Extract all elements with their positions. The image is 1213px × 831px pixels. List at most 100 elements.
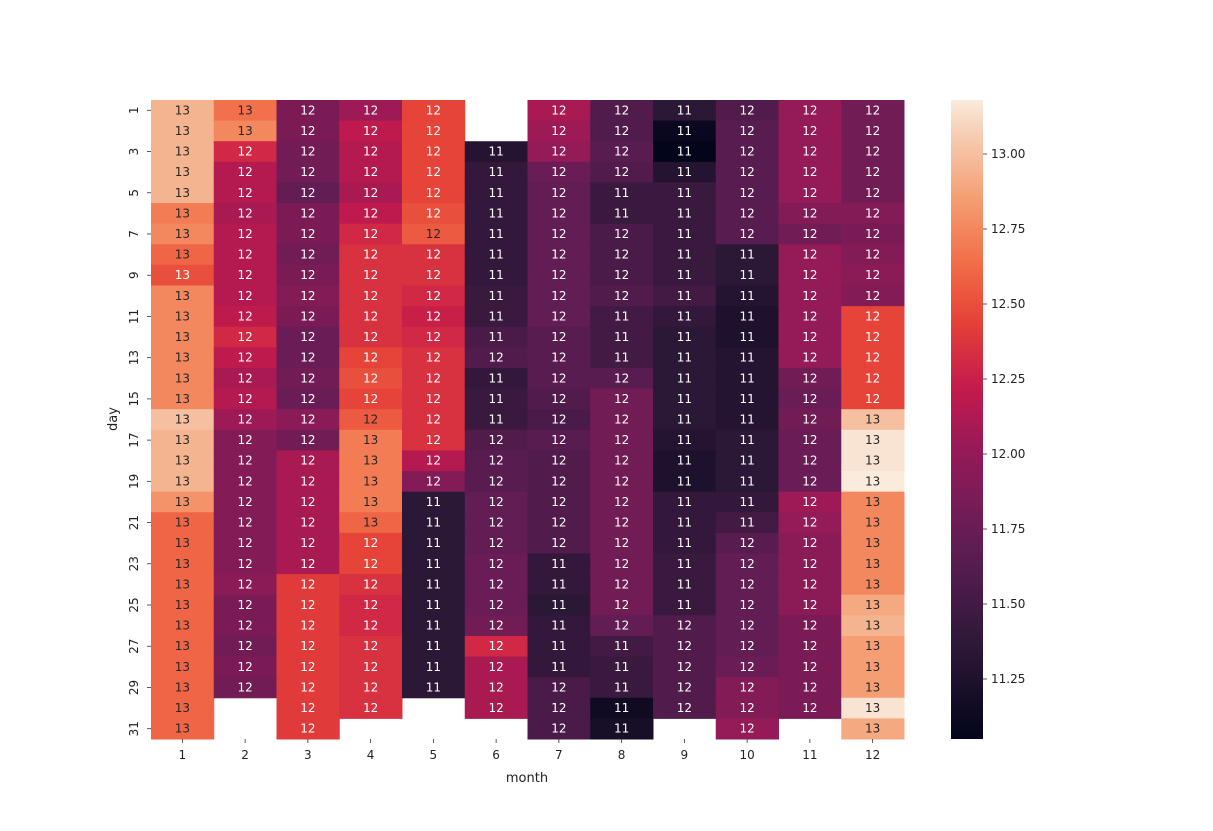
heatmap-cell	[151, 656, 215, 678]
heatmap-cell-label: 12	[614, 413, 629, 427]
heatmap-cell-label: 12	[237, 145, 252, 159]
heatmap-cell	[402, 120, 466, 142]
heatmap-cell-label: 11	[614, 660, 629, 674]
heatmap-cell	[402, 306, 466, 328]
y-tick-label: 25	[127, 597, 141, 612]
x-tick-label: 12	[865, 748, 880, 762]
heatmap-cell-label: 12	[739, 701, 754, 715]
heatmap-cell	[715, 594, 779, 616]
heatmap-cell	[276, 120, 340, 142]
heatmap-cell-label: 12	[865, 248, 880, 262]
heatmap-cell	[778, 326, 842, 348]
heatmap-cell	[715, 512, 779, 534]
heatmap-cell-label: 11	[739, 309, 754, 323]
heatmap-cell-label: 12	[300, 495, 315, 509]
heatmap-cell-label: 11	[677, 309, 692, 323]
heatmap-cell-label: 12	[802, 557, 817, 571]
heatmap-cell	[151, 223, 215, 245]
heatmap-cell	[841, 718, 905, 740]
heatmap-cell	[402, 574, 466, 596]
heatmap-cell-label: 12	[300, 619, 315, 633]
heatmap-cell-label: 13	[363, 495, 378, 509]
heatmap-cell	[402, 388, 466, 410]
heatmap-cell-label: 13	[175, 680, 190, 694]
heatmap-cell-label: 12	[488, 660, 503, 674]
heatmap-cell-label: 11	[677, 371, 692, 385]
y-tick-label: 23	[127, 556, 141, 571]
heatmap-cell-label: 12	[363, 330, 378, 344]
heatmap-cell	[151, 697, 215, 719]
heatmap-cell	[213, 203, 277, 225]
heatmap-cell	[590, 367, 654, 390]
heatmap-cell	[151, 306, 215, 328]
heatmap-cell	[715, 471, 779, 493]
heatmap-cell	[213, 532, 277, 554]
heatmap-cell	[590, 182, 654, 204]
colorbar-tick-label: 11.50	[991, 597, 1025, 611]
heatmap-cell-label: 12	[488, 639, 503, 653]
heatmap-cell-label: 12	[551, 227, 566, 241]
heatmap-cell-label: 11	[551, 557, 566, 571]
heatmap-cell-label: 13	[865, 474, 880, 488]
heatmap-cell-label: 12	[802, 124, 817, 138]
heatmap-cell-label: 13	[865, 722, 880, 736]
heatmap-cell	[653, 264, 717, 287]
heatmap-cell	[276, 615, 340, 637]
heatmap-cell	[339, 223, 403, 245]
heatmap-cell	[151, 491, 215, 513]
y-tick-label: 19	[127, 474, 141, 489]
heatmap-cell	[464, 347, 528, 369]
heatmap-cell-label: 12	[237, 165, 252, 179]
heatmap-cell	[590, 491, 654, 513]
heatmap-cell	[590, 306, 654, 328]
heatmap-cell	[276, 203, 340, 225]
x-tick-label: 8	[618, 748, 626, 762]
heatmap-cell-label: 12	[363, 268, 378, 282]
heatmap-cell	[778, 697, 842, 719]
heatmap-cell-label: 12	[677, 639, 692, 653]
heatmap-cell	[527, 264, 591, 287]
heatmap-cell-label: 11	[677, 351, 692, 365]
heatmap-cell	[841, 532, 905, 554]
heatmap-cell-label: 12	[802, 351, 817, 365]
heatmap-cell-label: 13	[175, 103, 190, 117]
x-tick-label: 7	[555, 748, 563, 762]
heatmap-cell	[213, 161, 277, 183]
heatmap-cell-label: 12	[488, 701, 503, 715]
heatmap-cell-label: 13	[865, 701, 880, 715]
colorbar-tick-label: 12.50	[991, 297, 1025, 311]
heatmap-cell-label: 12	[300, 454, 315, 468]
y-tick-label: 17	[127, 432, 141, 447]
x-tick-label: 2	[241, 748, 249, 762]
heatmap-cell	[402, 244, 466, 266]
heatmap-cell	[841, 264, 905, 287]
heatmap-cell	[213, 100, 277, 122]
heatmap-cell	[590, 718, 654, 740]
x-tick-label: 3	[304, 748, 312, 762]
heatmap-cell	[841, 553, 905, 575]
heatmap-cell-label: 12	[551, 124, 566, 138]
heatmap-cell	[151, 429, 215, 451]
heatmap-cell-label: 13	[175, 248, 190, 262]
heatmap-cell	[213, 306, 277, 328]
heatmap-cell-label: 12	[363, 619, 378, 633]
y-tick-label: 11	[127, 309, 141, 324]
heatmap-cell-label: 12	[802, 248, 817, 262]
heatmap-cell-label: 12	[300, 536, 315, 550]
heatmap-cell	[715, 120, 779, 142]
colorbar-tick-label: 12.00	[991, 447, 1025, 461]
heatmap-cell-label: 13	[865, 619, 880, 633]
heatmap-cell	[213, 388, 277, 410]
heatmap-cell-label: 13	[175, 392, 190, 406]
heatmap-cell-label: 12	[551, 248, 566, 262]
colorbar-tick-label: 12.75	[991, 222, 1025, 236]
heatmap-cell-label: 13	[175, 660, 190, 674]
heatmap-cell-label: 12	[237, 309, 252, 323]
heatmap-cell-label: 12	[363, 309, 378, 323]
heatmap-cell-label: 12	[488, 454, 503, 468]
heatmap-cell	[590, 203, 654, 225]
heatmap-cell	[778, 574, 842, 596]
heatmap-cell-label: 13	[865, 413, 880, 427]
heatmap-cell	[276, 285, 340, 307]
heatmap-cell	[653, 326, 717, 348]
